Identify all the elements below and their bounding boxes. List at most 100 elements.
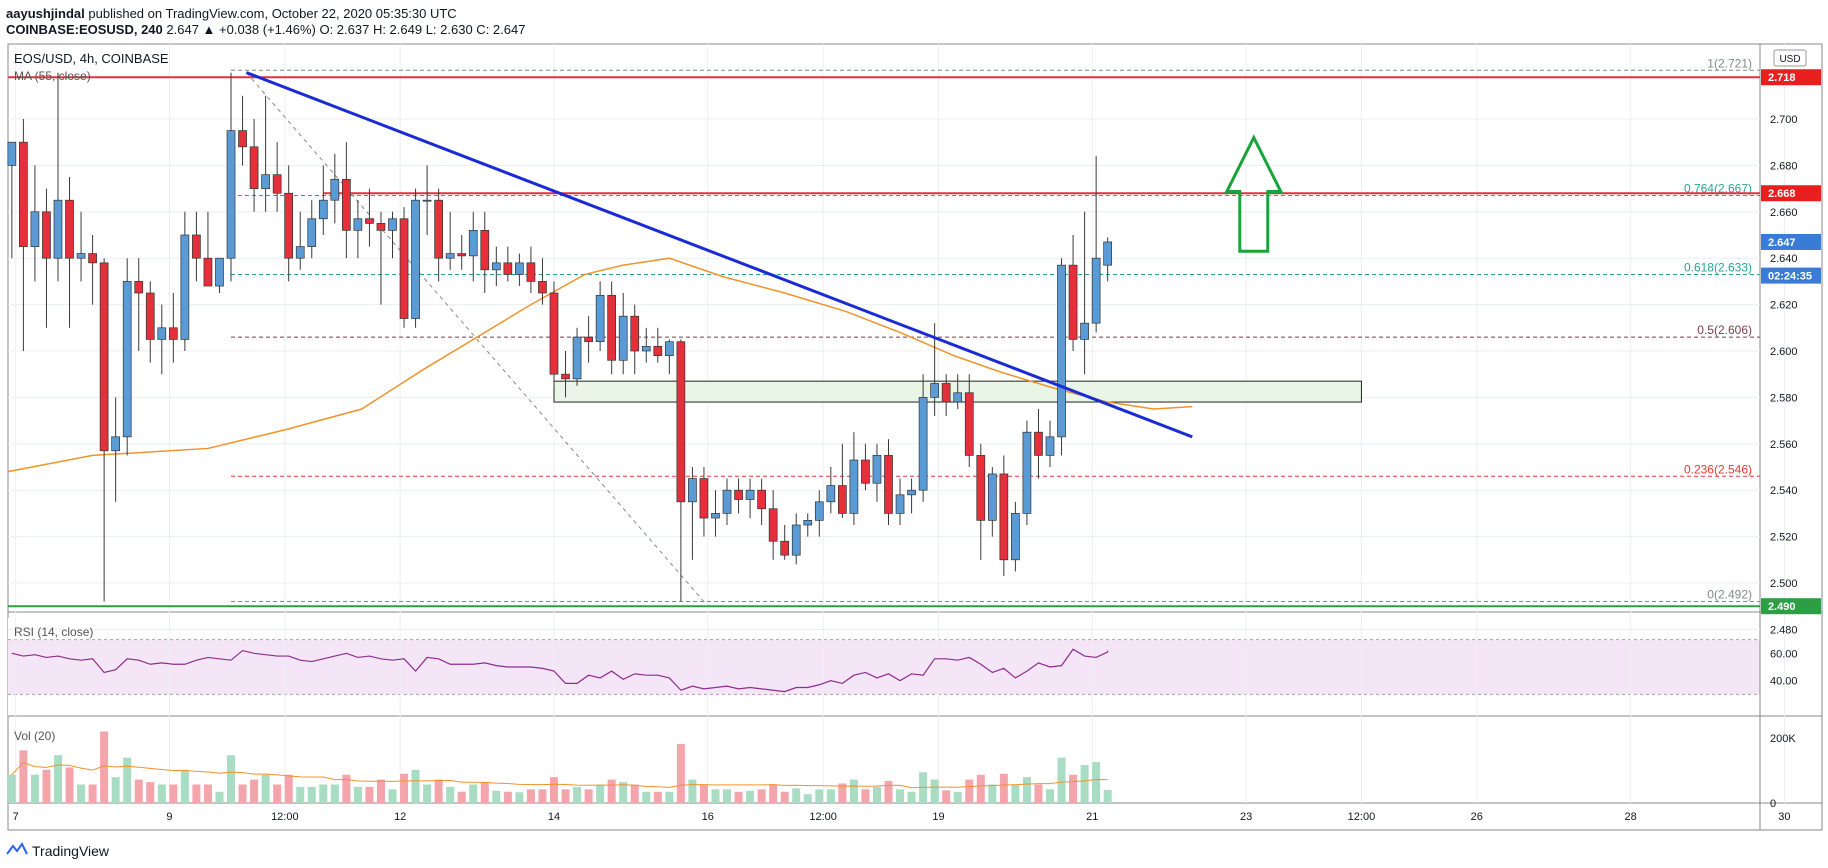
candle[interactable] (445, 211, 455, 270)
candle[interactable] (65, 177, 74, 328)
candle[interactable] (664, 339, 674, 375)
candle[interactable] (180, 211, 190, 351)
price-axis[interactable]: 2.700 2.680 2.660 2.640 2.620 2.600 2.580 2.560… (1770, 114, 1798, 636)
candle[interactable] (307, 200, 317, 259)
candle[interactable] (711, 490, 720, 537)
candle[interactable] (376, 211, 386, 305)
candle[interactable] (88, 235, 97, 305)
candle[interactable] (226, 72, 236, 282)
candle[interactable] (895, 478, 905, 525)
candle[interactable] (538, 258, 547, 305)
candle[interactable] (99, 258, 109, 602)
candle[interactable] (941, 374, 951, 416)
candle[interactable] (907, 478, 916, 514)
candle[interactable] (595, 281, 605, 351)
time-axis[interactable]: 7 9 12:00 12 14 16 12:00 19 21 23 12:00 26 28 30 (13, 811, 1791, 823)
candle[interactable] (249, 119, 259, 212)
candle[interactable] (676, 339, 686, 602)
candle[interactable] (238, 95, 247, 166)
candle[interactable] (192, 211, 201, 282)
candle[interactable] (30, 165, 40, 282)
candle[interactable] (42, 188, 51, 328)
candle[interactable] (1068, 235, 1078, 351)
candle[interactable] (215, 257, 224, 293)
candle[interactable] (157, 304, 167, 375)
candle[interactable] (1034, 409, 1043, 479)
candle[interactable] (434, 188, 443, 282)
candle[interactable] (422, 165, 432, 235)
candle[interactable] (342, 142, 351, 259)
publisher-name[interactable]: aayushjindal (6, 6, 85, 21)
candle[interactable] (168, 293, 178, 363)
candle[interactable] (365, 188, 374, 247)
candle[interactable] (584, 316, 593, 363)
candle[interactable] (688, 467, 697, 560)
candle[interactable] (330, 153, 340, 224)
candle[interactable] (768, 490, 778, 560)
candle[interactable] (1045, 420, 1055, 467)
candle[interactable] (872, 443, 882, 502)
tradingview-brand[interactable]: TradingView (32, 842, 110, 859)
candle[interactable] (145, 281, 155, 363)
currency-badge[interactable] (1773, 49, 1807, 67)
candle[interactable] (814, 490, 824, 537)
candle[interactable] (411, 188, 420, 328)
candle[interactable] (515, 253, 524, 287)
candle[interactable] (1103, 237, 1113, 282)
candle[interactable] (838, 443, 847, 519)
candle[interactable] (607, 281, 617, 375)
candle[interactable] (1091, 156, 1101, 333)
candle[interactable] (653, 327, 663, 363)
candle[interactable] (722, 478, 732, 525)
candle[interactable] (572, 327, 582, 386)
candle[interactable] (1080, 211, 1089, 375)
candle[interactable] (999, 455, 1009, 577)
candle[interactable] (964, 374, 974, 467)
candle[interactable] (19, 119, 28, 351)
candle[interactable] (526, 246, 536, 293)
candle[interactable] (918, 374, 928, 502)
candle[interactable] (757, 478, 766, 525)
candle[interactable] (699, 467, 709, 537)
candle[interactable] (388, 211, 397, 259)
candle[interactable] (549, 281, 559, 386)
candle[interactable] (353, 200, 363, 259)
candle[interactable] (480, 211, 490, 293)
candle[interactable] (76, 211, 86, 282)
candle[interactable] (734, 478, 743, 514)
candle[interactable] (468, 211, 478, 282)
candle[interactable] (791, 513, 801, 565)
candle[interactable] (861, 443, 870, 491)
candle[interactable] (457, 235, 467, 270)
candle[interactable] (630, 304, 640, 375)
candle[interactable] (641, 327, 651, 363)
candle[interactable] (318, 165, 328, 235)
candle[interactable] (399, 207, 409, 328)
candle[interactable] (53, 72, 63, 282)
candle[interactable] (122, 258, 132, 456)
candle[interactable] (976, 443, 986, 560)
candle[interactable] (7, 141, 17, 259)
candle[interactable] (953, 374, 963, 409)
candle[interactable] (826, 467, 836, 514)
bearish-trendline[interactable] (245, 71, 1193, 439)
candle[interactable] (272, 142, 282, 212)
candle[interactable] (203, 211, 213, 287)
candle[interactable] (134, 258, 144, 351)
candle[interactable] (849, 432, 859, 525)
candle[interactable] (780, 525, 790, 560)
candle[interactable] (803, 513, 813, 537)
candle[interactable] (1011, 501, 1020, 572)
candle[interactable] (284, 165, 294, 282)
candle[interactable] (884, 439, 893, 525)
candle[interactable] (503, 246, 513, 282)
candle[interactable] (1057, 258, 1066, 456)
candle[interactable] (111, 397, 121, 502)
candle[interactable] (987, 467, 997, 537)
candle[interactable] (561, 351, 570, 398)
candle[interactable] (745, 478, 755, 519)
candle[interactable] (295, 211, 305, 270)
candle[interactable] (261, 95, 270, 212)
candle[interactable] (491, 246, 501, 287)
